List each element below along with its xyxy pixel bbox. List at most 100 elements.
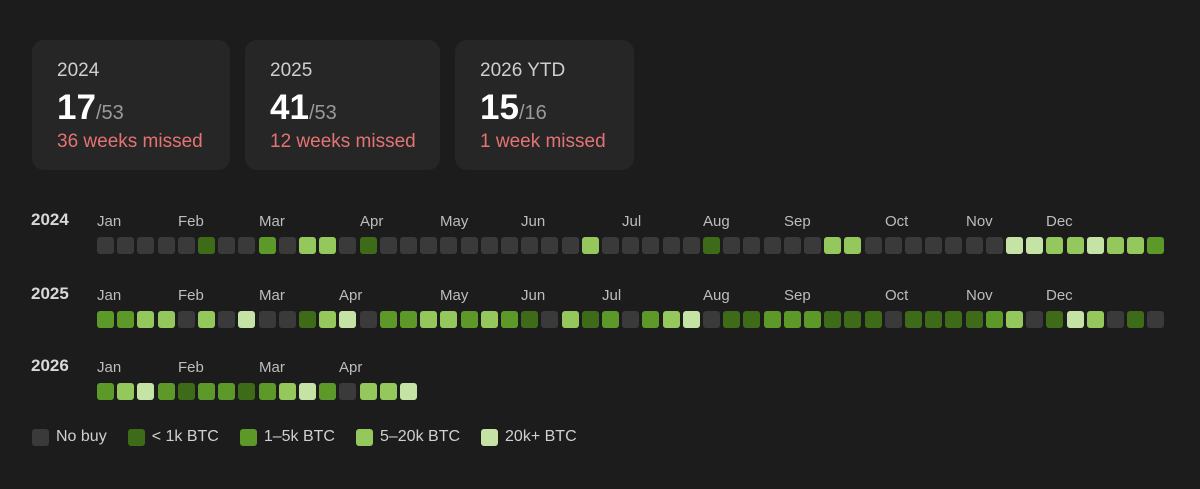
week-cell xyxy=(743,311,760,328)
week-cell xyxy=(400,383,417,400)
week-cell xyxy=(319,237,336,254)
month-label: Jul xyxy=(622,213,642,230)
week-cell xyxy=(461,237,478,254)
week-cell xyxy=(380,237,397,254)
legend-swatch xyxy=(481,428,499,446)
month-label: Apr xyxy=(360,213,384,230)
month-label: Nov xyxy=(966,287,993,304)
month-label: Mar xyxy=(259,287,285,304)
week-cell xyxy=(885,237,902,254)
card-weeks-missed: 1 week missed xyxy=(480,131,606,152)
week-cell xyxy=(360,237,377,254)
month-label: Jul xyxy=(602,287,622,304)
week-cell xyxy=(865,237,882,254)
month-label: Sep xyxy=(784,213,811,230)
week-cell xyxy=(945,311,962,328)
week-cell xyxy=(1046,237,1063,254)
legend-item-5k-20k: 5–20k BTC xyxy=(355,428,460,446)
week-cell xyxy=(683,311,700,328)
summary-card-2026: 2026 YTD 15/16 1 week missed xyxy=(455,40,634,170)
legend-item-20k-plus: 20k+ BTC xyxy=(481,428,577,446)
week-cell xyxy=(844,237,861,254)
week-cell xyxy=(703,311,720,328)
week-cell xyxy=(945,237,962,254)
week-cell xyxy=(1067,237,1084,254)
week-cell xyxy=(824,237,841,254)
week-cell xyxy=(440,237,457,254)
week-cell xyxy=(279,383,296,400)
week-cell xyxy=(339,383,356,400)
week-cell xyxy=(481,311,498,328)
month-label: Jan xyxy=(97,287,122,304)
week-cell xyxy=(966,237,983,254)
week-cell xyxy=(339,311,356,328)
week-cell xyxy=(380,311,397,328)
week-cell xyxy=(582,237,599,254)
week-cell xyxy=(218,237,235,254)
month-label: Feb xyxy=(178,287,204,304)
week-cell xyxy=(562,311,579,328)
week-cell xyxy=(541,237,558,254)
legend-label: 20k+ BTC xyxy=(505,428,577,445)
week-cell xyxy=(339,237,356,254)
week-cell xyxy=(198,237,215,254)
week-cell xyxy=(259,311,276,328)
month-label: Apr xyxy=(339,359,363,376)
month-label: Feb xyxy=(178,359,204,376)
week-cell xyxy=(440,311,457,328)
card-weeks-missed: 36 weeks missed xyxy=(57,131,203,152)
week-cell xyxy=(420,237,437,254)
card-weeks-total: /53 xyxy=(95,102,124,124)
week-cell xyxy=(683,237,700,254)
month-label: Mar xyxy=(259,213,285,230)
week-cell xyxy=(642,311,659,328)
week-cell xyxy=(259,383,276,400)
week-cell xyxy=(1006,311,1023,328)
week-cell xyxy=(97,311,114,328)
month-label: Aug xyxy=(703,287,730,304)
week-cell xyxy=(319,383,336,400)
week-cell xyxy=(865,311,882,328)
week-cell xyxy=(299,383,316,400)
week-cell xyxy=(622,311,639,328)
month-label: Mar xyxy=(259,359,285,376)
week-cell xyxy=(966,311,983,328)
month-label: Dec xyxy=(1046,287,1073,304)
week-cell xyxy=(723,237,740,254)
month-label: Sep xyxy=(784,287,811,304)
week-cell xyxy=(501,311,518,328)
week-cell xyxy=(238,311,255,328)
summary-card-2025: 2025 41/53 12 weeks missed xyxy=(245,40,440,170)
week-cell xyxy=(622,237,639,254)
card-year: 2026 YTD xyxy=(480,60,566,81)
week-cell xyxy=(501,237,518,254)
month-label: May xyxy=(440,213,469,230)
month-label: Jun xyxy=(521,287,546,304)
week-cell xyxy=(360,383,377,400)
week-cell xyxy=(723,311,740,328)
month-label: Dec xyxy=(1046,213,1073,230)
month-label: Jan xyxy=(97,359,122,376)
week-cell xyxy=(97,383,114,400)
week-cell xyxy=(764,311,781,328)
week-cell xyxy=(238,237,255,254)
month-label: Jan xyxy=(97,213,122,230)
week-cell xyxy=(178,383,195,400)
month-label: May xyxy=(440,287,469,304)
week-cell xyxy=(279,237,296,254)
week-cell xyxy=(400,311,417,328)
card-weeks-bought: 15 xyxy=(480,88,519,127)
week-cell xyxy=(986,311,1003,328)
week-cell xyxy=(562,237,579,254)
month-label: Oct xyxy=(885,213,909,230)
card-year: 2025 xyxy=(270,60,313,81)
card-weeks-total: /53 xyxy=(308,102,337,124)
week-cell xyxy=(521,237,538,254)
legend-item-under-1k: < 1k BTC xyxy=(127,428,219,446)
month-label: Oct xyxy=(885,287,909,304)
week-cell xyxy=(481,237,498,254)
week-cell xyxy=(1127,237,1144,254)
week-cell xyxy=(1107,311,1124,328)
week-cell xyxy=(784,311,801,328)
legend-swatch xyxy=(32,428,49,446)
